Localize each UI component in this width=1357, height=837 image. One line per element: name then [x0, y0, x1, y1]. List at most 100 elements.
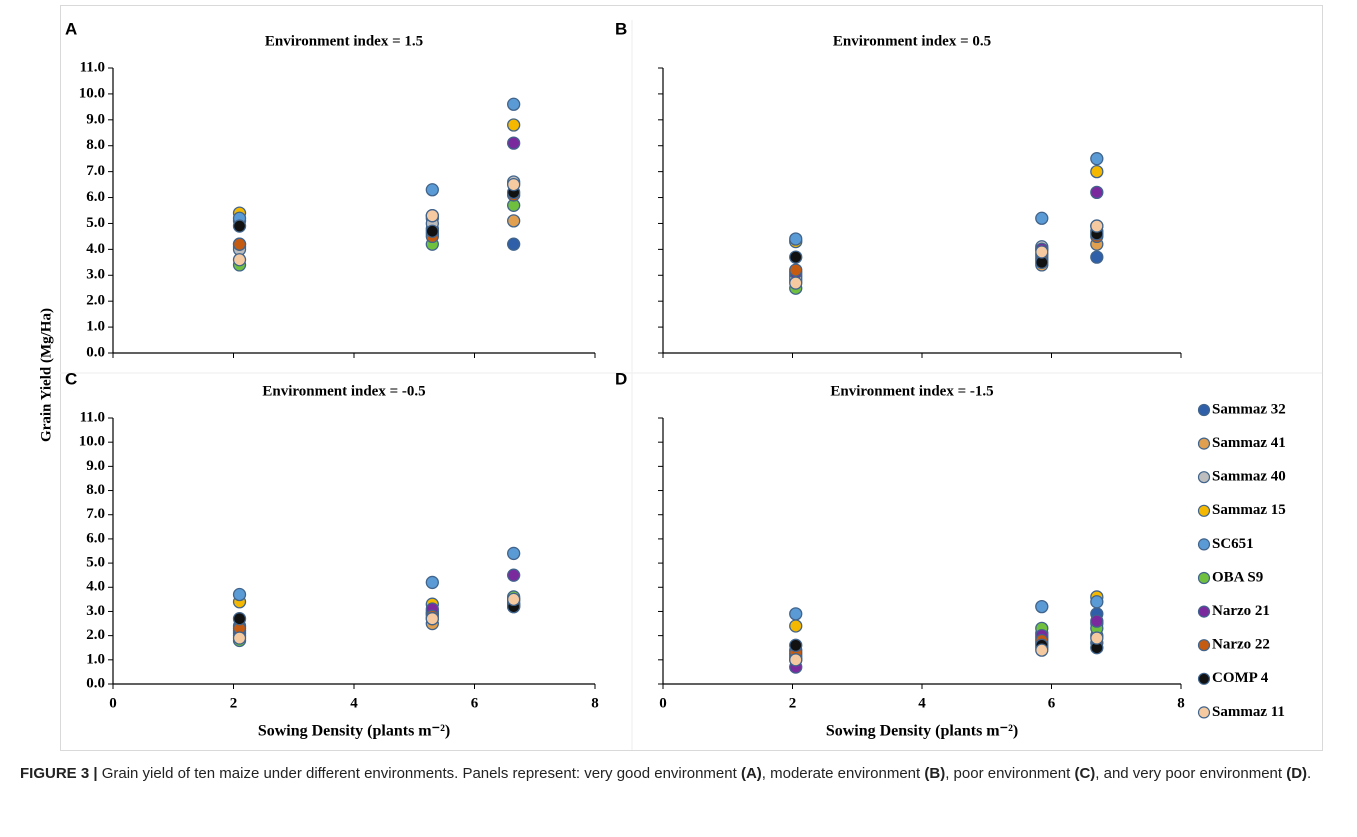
- data-point: [507, 136, 521, 150]
- data-point: [789, 263, 803, 277]
- data-point: [1090, 631, 1104, 645]
- data-point: [789, 638, 803, 652]
- x-tick-label: 0: [659, 695, 667, 711]
- y-tick-label: 1.0: [86, 319, 105, 335]
- caption-part: , poor environment: [945, 765, 1075, 782]
- caption-part: , and very poor environment: [1095, 765, 1287, 782]
- y-tick-label: 0.0: [86, 675, 105, 691]
- data-point: [425, 224, 439, 238]
- data-point: [232, 237, 247, 251]
- caption-part: (D): [1286, 765, 1308, 782]
- y-tick-label: 9.0: [86, 111, 105, 127]
- x-tick-label: 8: [1177, 695, 1185, 711]
- legend-swatch: [1197, 639, 1211, 652]
- data-point: [232, 612, 247, 626]
- x-tick-label: 8: [591, 695, 599, 711]
- y-tick-label: 1.0: [86, 651, 105, 667]
- caption-part: .: [1307, 765, 1312, 782]
- data-point: [789, 250, 803, 264]
- y-tick-label: 3.0: [86, 603, 105, 619]
- legend-swatch: [1197, 538, 1211, 551]
- y-tick-label: 4.0: [86, 579, 105, 595]
- legend-label: OBA S9: [1212, 569, 1263, 585]
- data-point: [1090, 185, 1104, 200]
- legend-swatch: [1197, 672, 1211, 685]
- data-point: [507, 568, 521, 582]
- y-tick-label: 2.0: [86, 293, 105, 309]
- legend-label: COMP 4: [1212, 670, 1269, 686]
- data-point: [232, 253, 247, 267]
- y-tick-label: 0.0: [86, 344, 105, 360]
- data-point: [507, 237, 521, 251]
- panel-title: Environment index = 0.5: [833, 33, 991, 49]
- y-axis-label: Grain Yield (Mg/Ha): [38, 308, 54, 442]
- caption-part: (A): [740, 765, 762, 782]
- y-tick-label: 11.0: [80, 59, 105, 75]
- legend-swatch: [1197, 571, 1211, 585]
- y-tick-label: 7.0: [86, 506, 105, 522]
- data-point: [1090, 595, 1104, 609]
- y-tick-label: 9.0: [86, 458, 105, 474]
- legend-label: Sammaz 11: [1212, 704, 1285, 720]
- data-point: [1090, 164, 1104, 179]
- data-point: [1035, 211, 1049, 225]
- legend-swatch: [1197, 437, 1211, 450]
- legend-label: SC651: [1212, 536, 1254, 552]
- panel-label: C: [65, 369, 77, 388]
- x-axis-label: Sowing Density (plants m⁻²): [826, 723, 1018, 740]
- y-tick-label: 5.0: [86, 555, 105, 571]
- data-point: [507, 177, 521, 192]
- data-point: [507, 97, 521, 111]
- y-tick-label: 10.0: [79, 85, 105, 101]
- figure: Grain Yield (Mg/Ha) A Environment index =…: [38, 5, 1323, 751]
- caption-part: (C): [1074, 765, 1096, 782]
- y-tick-label: 11.0: [80, 409, 105, 425]
- x-tick-label: 6: [471, 695, 479, 711]
- x-tick-label: 0: [109, 695, 117, 711]
- caption-part: Grain yield of ten maize under different…: [97, 765, 741, 782]
- y-tick-label: 7.0: [86, 163, 105, 179]
- y-tick-label: 6.0: [86, 189, 105, 205]
- legend-swatch: [1197, 504, 1211, 517]
- data-point: [1035, 245, 1049, 259]
- data-point: [425, 575, 439, 590]
- x-tick-label: 2: [789, 695, 797, 711]
- y-tick-label: 2.0: [86, 627, 105, 643]
- data-point: [425, 209, 439, 223]
- data-point: [1090, 250, 1104, 264]
- data-point: [507, 592, 521, 607]
- data-point: [232, 631, 247, 645]
- panel-title: Environment index = 1.5: [265, 33, 423, 49]
- y-tick-label: 8.0: [86, 482, 105, 498]
- caption-part: FIGURE 3 |: [20, 765, 98, 782]
- x-tick-label: 4: [350, 695, 358, 711]
- data-point: [507, 214, 521, 228]
- caption-part: , moderate environment: [761, 765, 925, 782]
- data-point: [1035, 643, 1049, 657]
- x-tick-label: 4: [918, 695, 926, 711]
- y-tick-label: 8.0: [86, 137, 105, 153]
- y-tick-label: 5.0: [86, 215, 105, 231]
- panel-label: D: [615, 369, 627, 388]
- data-point: [507, 118, 521, 132]
- data-point: [1090, 152, 1104, 166]
- panel-title: Environment index = -1.5: [830, 383, 993, 399]
- panel-label: A: [65, 19, 77, 38]
- panel-title: Environment index = -0.5: [262, 383, 425, 399]
- data-point: [789, 276, 803, 290]
- legend-label: Narzo 21: [1212, 603, 1270, 619]
- legend-label: Sammaz 40: [1212, 469, 1286, 485]
- caption-part: (B): [924, 765, 946, 782]
- y-tick-label: 4.0: [86, 241, 105, 257]
- data-point: [425, 183, 439, 197]
- data-point: [1090, 219, 1104, 233]
- y-tick-label: 10.0: [79, 434, 105, 450]
- legend-label: Sammaz 32: [1212, 401, 1286, 417]
- data-point: [789, 653, 803, 667]
- data-point: [425, 612, 439, 626]
- figure-frame: [60, 5, 1323, 751]
- y-tick-label: 3.0: [86, 267, 105, 283]
- legend-swatch: [1197, 706, 1211, 719]
- legend-label: Sammaz 15: [1212, 502, 1286, 518]
